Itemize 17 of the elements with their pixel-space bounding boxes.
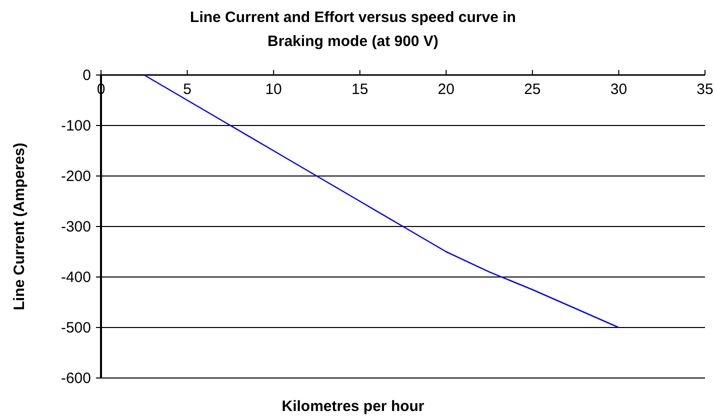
chart-title: Line Current and Effort versus speed curve in Braking mode (at 900 V) xyxy=(190,9,516,50)
x-tick-label: 5 xyxy=(183,81,192,98)
y-tick-label: -600 xyxy=(60,370,91,387)
x-tick-label: 10 xyxy=(265,81,282,98)
y-tick-label: 0 xyxy=(82,67,91,84)
x-tick-label: 25 xyxy=(524,81,541,98)
y-tick-label: -500 xyxy=(60,320,91,336)
y-tick-label: -100 xyxy=(60,118,91,134)
x-tick-label: 15 xyxy=(352,81,368,98)
x-tick-label: 30 xyxy=(610,81,628,98)
y-tick-label: -300 xyxy=(60,218,91,236)
x-axis-title: Kilometres per hour xyxy=(282,398,424,415)
y-tick-label: -400 xyxy=(60,269,91,286)
y-tick-label: -200 xyxy=(60,168,91,185)
x-tick-label: 20 xyxy=(438,81,454,98)
x-tick-label: 35 xyxy=(696,81,714,98)
y-axis-title: Line Current (Amperes) xyxy=(11,142,28,310)
